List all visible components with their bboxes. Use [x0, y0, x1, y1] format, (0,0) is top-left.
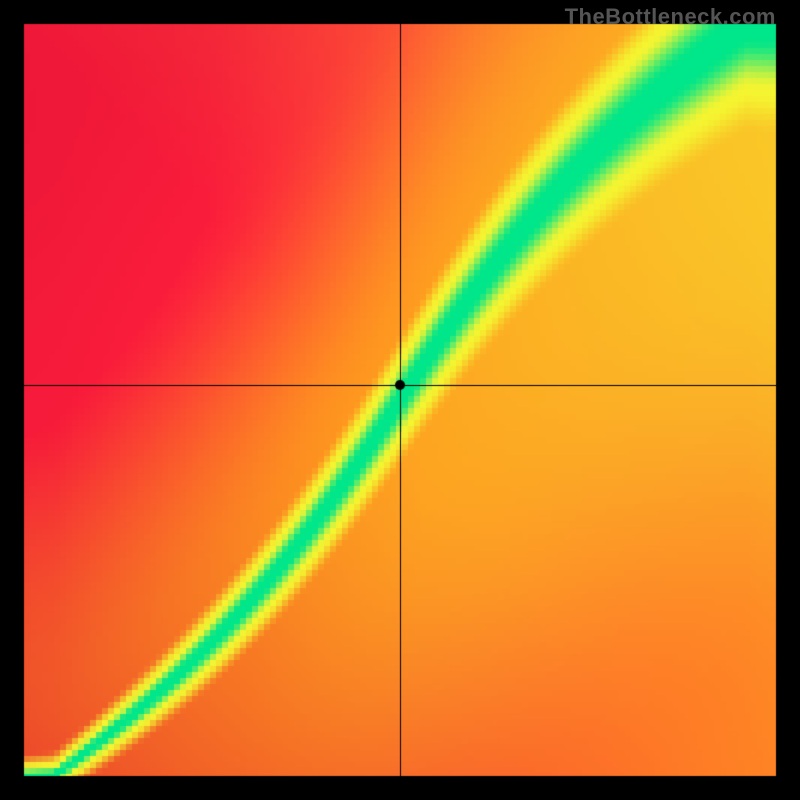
watermark-text: TheBottleneck.com: [565, 4, 776, 30]
bottleneck-heatmap: [0, 0, 800, 800]
stage: TheBottleneck.com: [0, 0, 800, 800]
